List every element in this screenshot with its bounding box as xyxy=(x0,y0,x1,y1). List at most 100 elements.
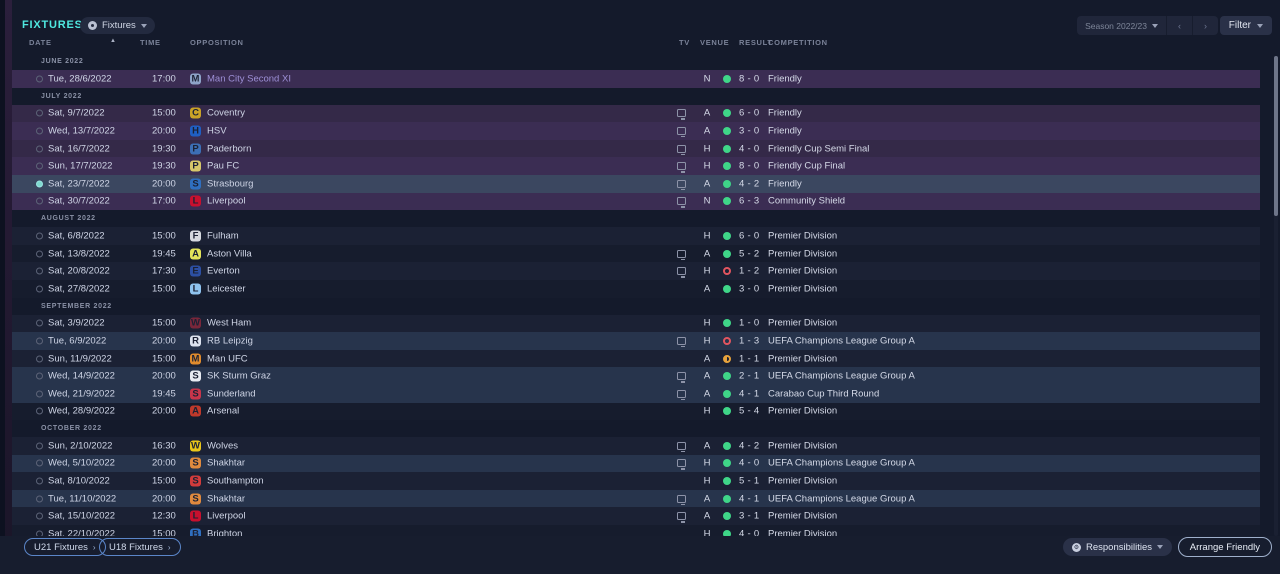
fixture-competition: Friendly Cup Semi Final xyxy=(768,143,870,155)
fixture-competition: Friendly xyxy=(768,125,802,137)
fixture-opponent[interactable]: Leicester xyxy=(207,283,246,295)
filter-label: Filter xyxy=(1228,20,1251,31)
season-dropdown[interactable]: Season 2022/23 xyxy=(1077,21,1166,31)
fixture-score: 8 - 0 xyxy=(739,73,760,85)
fixture-opponent[interactable]: Liverpool xyxy=(207,195,246,207)
fixture-row[interactable]: Wed, 14/9/2022 20:00 S SK Sturm Graz A 2 - 1 U… xyxy=(12,367,1260,385)
fixture-row[interactable]: Sat, 27/8/2022 15:00 L Leicester A 3 - 0 Premi… xyxy=(12,279,1260,298)
responsibilities-dropdown[interactable]: ⚙ Responsibilities xyxy=(1062,538,1172,556)
tv-broadcast-icon xyxy=(677,144,686,156)
tv-broadcast-icon xyxy=(677,109,686,120)
result-indicator-loss xyxy=(723,267,731,276)
fixture-score: 5 - 1 xyxy=(739,475,760,487)
fixture-row[interactable]: Sat, 6/8/2022 15:00 F Fulham H 6 - 0 Premier D… xyxy=(12,227,1260,245)
page-title: FIXTURES xyxy=(22,19,83,31)
result-indicator-win xyxy=(723,197,731,206)
fixture-opponent[interactable]: RB Leipzig xyxy=(207,335,253,347)
u21-fixtures-button[interactable]: U21 Fixtures › xyxy=(24,538,106,556)
month-header-label: AUGUST 2022 xyxy=(41,215,96,223)
tv-broadcast-icon xyxy=(677,441,686,453)
club-crest-icon: W xyxy=(190,440,201,452)
club-crest-icon: S xyxy=(190,457,201,469)
fixture-row[interactable]: Sat, 8/10/2022 15:00 S Southampton H 5 - 1 Pre… xyxy=(12,472,1260,490)
fixture-row[interactable]: Sat, 30/7/2022 17:00 L Liverpool N 6 - 3 Commu… xyxy=(12,192,1260,211)
fixture-time: 17:00 xyxy=(152,73,176,85)
fixture-opponent[interactable]: Man UFC xyxy=(207,353,248,365)
fixture-row[interactable]: Tue, 28/6/2022 17:00 M Man City Second XI N 8… xyxy=(12,70,1260,88)
arrange-friendly-button[interactable]: Arrange Friendly xyxy=(1177,537,1272,557)
fixture-score: 1 - 2 xyxy=(739,265,760,277)
column-header-date[interactable]: DATE xyxy=(29,38,52,47)
fixture-row[interactable]: Sat, 16/7/2022 19:30 P Paderborn H 4 - 0 Frien… xyxy=(12,139,1260,158)
column-header-venue[interactable]: VENUE xyxy=(700,38,730,47)
fixture-row[interactable]: Sun, 17/7/2022 19:30 P Pau FC H 8 - 0 Friendly… xyxy=(12,157,1260,175)
fixture-opponent[interactable]: Aston Villa xyxy=(207,248,252,260)
fixture-row[interactable]: Tue, 6/9/2022 20:00 R RB Leipzig H 1 - 3 UEFA … xyxy=(12,332,1260,350)
fixture-status-dot xyxy=(36,180,43,188)
fixture-opponent[interactable]: Sunderland xyxy=(207,388,256,400)
fixture-row[interactable]: Wed, 28/9/2022 20:00 A Arsenal H 5 - 4 Premier… xyxy=(12,402,1260,421)
fixture-opponent[interactable]: Southampton xyxy=(207,475,264,487)
next-season-button[interactable]: › xyxy=(1192,16,1218,35)
club-crest-icon: S xyxy=(190,493,201,505)
fixture-opponent[interactable]: Fulham xyxy=(207,230,239,242)
fixture-opponent[interactable]: HSV xyxy=(207,125,227,137)
fixture-score: 6 - 0 xyxy=(739,107,760,119)
fixture-opponent[interactable]: West Ham xyxy=(207,317,252,329)
fixture-status-dot xyxy=(36,372,43,380)
fixture-opponent[interactable]: Arsenal xyxy=(207,405,240,417)
column-header-tv[interactable]: TV xyxy=(679,38,690,47)
fixture-competition: Friendly Cup Final xyxy=(768,160,846,172)
fixture-time: 15:00 xyxy=(152,528,176,536)
fixture-opponent[interactable]: Shakhtar xyxy=(207,457,246,469)
chevron-right-icon: › xyxy=(92,542,96,552)
fixture-row[interactable]: Sat, 9/7/2022 15:00 C Coventry A 6 - 0 Friendl… xyxy=(12,104,1260,123)
fixture-row[interactable]: Wed, 21/9/2022 19:45 S Sunderland A 4 - 1 Cara… xyxy=(12,384,1260,403)
fixture-row[interactable]: Wed, 5/10/2022 20:00 S Shakhtar H 4 - 0 UEFA C… xyxy=(12,454,1260,473)
fixture-opponent[interactable]: Everton xyxy=(207,265,240,277)
fixtures-list[interactable]: JUNE 2022 Tue, 28/6/2022 17:00 M Man City Se… xyxy=(12,53,1260,536)
fixture-opponent[interactable]: Coventry xyxy=(207,107,246,119)
fixture-row[interactable]: Sat, 15/10/2022 12:30 L Liverpool A 3 - 1 Prem… xyxy=(12,507,1260,526)
tv-broadcast-icon xyxy=(677,459,686,470)
scrollbar-track[interactable] xyxy=(1274,56,1278,536)
fixture-row[interactable]: Sun, 2/10/2022 16:30 W Wolves A 4 - 2 Premier … xyxy=(12,437,1260,455)
fixture-venue: A xyxy=(703,510,711,522)
filter-dropdown[interactable]: Filter xyxy=(1219,16,1272,35)
fixture-row[interactable]: Sat, 3/9/2022 15:00 W West Ham H 1 - 0 Premier… xyxy=(12,314,1260,333)
tv-broadcast-icon xyxy=(677,267,686,278)
fixture-row[interactable]: Sat, 20/8/2022 17:30 E Everton H 1 - 2 Premier… xyxy=(12,262,1260,280)
u18-fixtures-button[interactable]: U18 Fixtures › xyxy=(99,538,181,556)
club-crest-icon: F xyxy=(190,230,201,242)
prev-season-button[interactable]: ‹ xyxy=(1166,16,1192,35)
fixture-opponent[interactable]: Man City Second XI xyxy=(207,73,291,85)
column-header-opposition[interactable]: OPPOSITION xyxy=(190,38,244,47)
fixture-row[interactable]: Sat, 22/10/2022 15:00 B Brighton H 4 - 0 Premi… xyxy=(12,525,1260,536)
column-header-result[interactable]: RESULT xyxy=(739,38,773,47)
club-crest-icon: P xyxy=(190,143,201,155)
column-header-competition[interactable]: COMPETITION xyxy=(768,38,828,47)
fixture-status-dot xyxy=(36,337,43,345)
fixture-opponent[interactable]: Paderborn xyxy=(207,143,252,155)
fixture-opponent[interactable]: SK Sturm Graz xyxy=(207,370,271,382)
column-header-time[interactable]: TIME xyxy=(140,38,161,47)
fixture-score: 4 - 0 xyxy=(739,457,760,469)
fixture-row[interactable]: Tue, 11/10/2022 20:00 S Shakhtar A 4 - 1 UEFA … xyxy=(12,489,1260,508)
fixture-row[interactable]: Sat, 23/7/2022 20:00 S Strasbourg A 4 - 2 Frie… xyxy=(12,174,1260,193)
fixture-row[interactable]: Sat, 13/8/2022 19:45 A Aston Villa A 5 - 2 Pre… xyxy=(12,244,1260,263)
fixture-row[interactable]: Sun, 11/9/2022 15:00 M Man UFC A 1 - 1 Premier… xyxy=(12,349,1260,368)
fixture-time: 15:00 xyxy=(152,353,176,365)
fixture-competition: Premier Division xyxy=(768,317,838,329)
fixture-opponent[interactable]: Strasbourg xyxy=(207,178,254,190)
scrollbar-thumb[interactable] xyxy=(1274,56,1278,216)
fixture-opponent[interactable]: Shakhtar xyxy=(207,493,246,505)
fixture-date: Sat, 15/10/2022 xyxy=(48,510,116,522)
fixture-row[interactable]: Wed, 13/7/2022 20:00 H HSV A 3 - 0 Friendly xyxy=(12,122,1260,140)
view-dropdown[interactable]: Fixtures xyxy=(80,17,155,34)
fixture-opponent[interactable]: Pau FC xyxy=(207,160,240,172)
fixture-opponent[interactable]: Liverpool xyxy=(207,510,246,522)
sort-ascending-icon[interactable]: ▲ xyxy=(110,38,117,44)
fixture-date: Sat, 3/9/2022 xyxy=(48,317,105,329)
fixture-opponent[interactable]: Wolves xyxy=(207,440,238,452)
fixture-opponent[interactable]: Brighton xyxy=(207,528,243,536)
